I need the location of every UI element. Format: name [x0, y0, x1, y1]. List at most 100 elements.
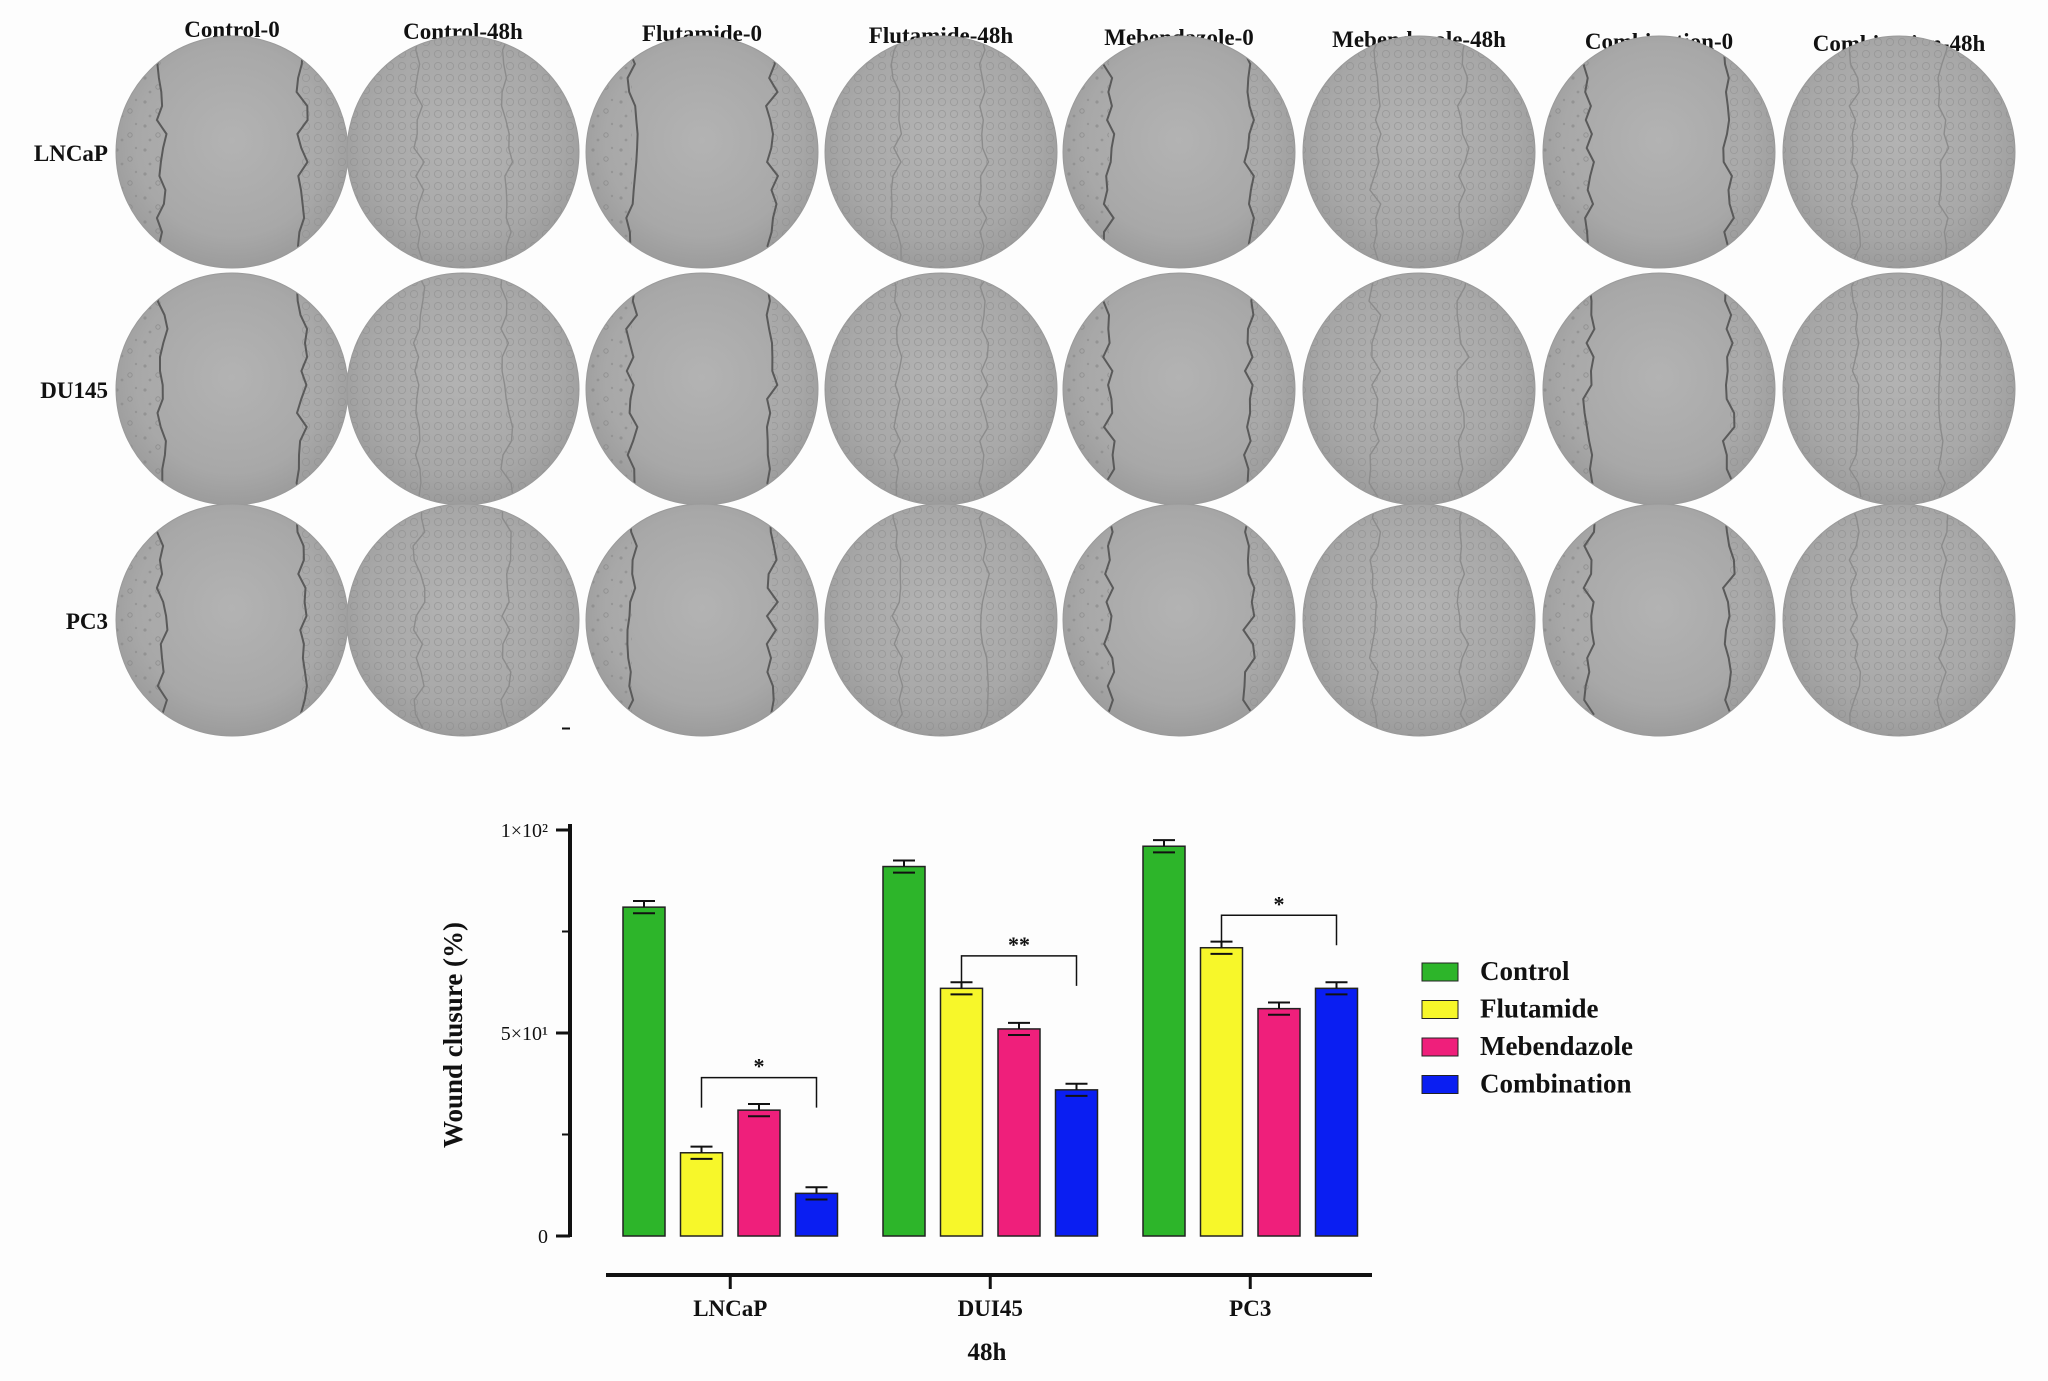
wound-edge	[978, 273, 991, 498]
significance-bracket	[1220, 914, 1338, 946]
cell-texture	[1783, 36, 2015, 268]
y-tick-label: 1×10²	[501, 820, 548, 842]
cell-texture	[1249, 504, 1295, 736]
bar-combination	[1314, 987, 1359, 1237]
cell-texture	[1783, 504, 2015, 736]
wound-edge	[978, 36, 990, 261]
x-tick-label: PC3	[1229, 1296, 1271, 1321]
wound-edge	[1722, 36, 1735, 261]
legend-swatch-mebendazole	[1421, 1037, 1459, 1057]
wound-image	[824, 35, 1058, 269]
wound-edge	[1103, 504, 1116, 729]
wound-edge	[1582, 504, 1596, 729]
significance-bracket	[700, 1076, 818, 1108]
bar-flutamide	[679, 1152, 724, 1237]
wound-image	[1542, 35, 1776, 269]
dish	[1543, 273, 1775, 505]
wound-edge	[500, 273, 514, 498]
dish-rim	[585, 35, 819, 269]
cell-texture	[586, 504, 632, 736]
wound-edge	[625, 273, 639, 498]
dish-rim	[824, 503, 1058, 737]
wound-image	[1302, 272, 1536, 506]
wound-image	[1302, 35, 1536, 269]
cell-texture	[347, 273, 579, 505]
cell-texture	[772, 273, 818, 505]
wound-edge	[891, 504, 904, 729]
cell-texture	[1303, 36, 1535, 268]
cell-texture	[825, 36, 1057, 268]
y-tick-label: 5×10¹	[501, 1023, 548, 1045]
wound-edge	[1721, 273, 1736, 498]
legend-swatch-control	[1421, 962, 1459, 982]
wound-image	[585, 503, 819, 737]
wound-edge	[412, 504, 426, 729]
wound-edge	[500, 504, 512, 729]
cell-texture	[1063, 504, 1109, 736]
wound-edge	[1456, 36, 1470, 261]
dish	[586, 504, 818, 736]
dish-rim	[1062, 35, 1296, 269]
wound-image	[115, 35, 349, 269]
legend-label: Mebendazole	[1480, 1031, 1633, 1061]
cell-texture	[1783, 273, 2015, 505]
row-label: PC3	[66, 609, 108, 634]
wound-edge	[765, 273, 779, 498]
cell-texture	[302, 273, 348, 505]
dish	[1063, 36, 1295, 268]
cell-texture	[1729, 273, 1775, 505]
cell-texture	[347, 504, 579, 736]
cell-texture	[116, 36, 162, 268]
x-tick-label: DUI45	[958, 1296, 1023, 1321]
cell-texture	[1543, 36, 1589, 268]
wound-image	[346, 272, 580, 506]
cell-texture	[772, 504, 818, 736]
dish-rim	[1062, 503, 1296, 737]
legend-swatch-combination	[1421, 1075, 1459, 1094]
significance-bracket	[960, 955, 1078, 986]
cell-texture	[586, 273, 632, 505]
wound-edge	[1581, 273, 1596, 498]
significance-label: *	[754, 1054, 765, 1079]
dish	[1543, 36, 1775, 268]
wound-edge	[412, 273, 426, 498]
wound-edge	[1848, 504, 1862, 729]
wound-image	[1782, 503, 2016, 737]
wound-edge	[295, 36, 309, 261]
wound-edge	[765, 504, 779, 729]
cell-texture	[1729, 504, 1775, 736]
dish	[116, 273, 348, 505]
y-tick-label: 0	[538, 1226, 548, 1248]
wound-image	[1062, 503, 1296, 737]
cell-texture	[1729, 36, 1775, 268]
cell-texture	[825, 273, 1057, 505]
wound-edge	[1936, 504, 1949, 729]
wound-image	[1062, 272, 1296, 506]
dish-rim	[1302, 35, 1536, 269]
bar-mebendazole	[997, 1028, 1041, 1237]
wound-edge	[295, 273, 309, 498]
bar-combination	[794, 1192, 839, 1237]
wound-closure-chart: 0 5×10¹ 1×10² Wound clusure (%) 48h LNCaP DUI4…	[438, 727, 1633, 1366]
dish-rim	[1542, 35, 1776, 269]
cell-texture	[347, 36, 579, 268]
wound-edge	[625, 36, 639, 261]
cell-texture	[116, 504, 162, 736]
cell-texture	[1543, 504, 1589, 736]
cell-texture	[772, 36, 818, 268]
wound-edge	[1242, 504, 1256, 729]
dish	[1063, 504, 1295, 736]
wound-edge	[890, 36, 903, 261]
dish-rim	[585, 503, 819, 737]
dish-rim	[1782, 35, 2016, 269]
wound-edge	[1456, 273, 1470, 498]
dish-rim	[824, 35, 1058, 269]
dish	[1543, 504, 1775, 736]
cell-texture	[586, 36, 632, 268]
bar-mebendazole	[1257, 1007, 1301, 1237]
wound-image	[1782, 35, 2016, 269]
cell-texture	[302, 36, 348, 268]
wound-edge	[1937, 36, 1950, 261]
wound-image-grid: Control-0 Control-48h Flutamide-0 Flutamide…	[34, 17, 2016, 737]
